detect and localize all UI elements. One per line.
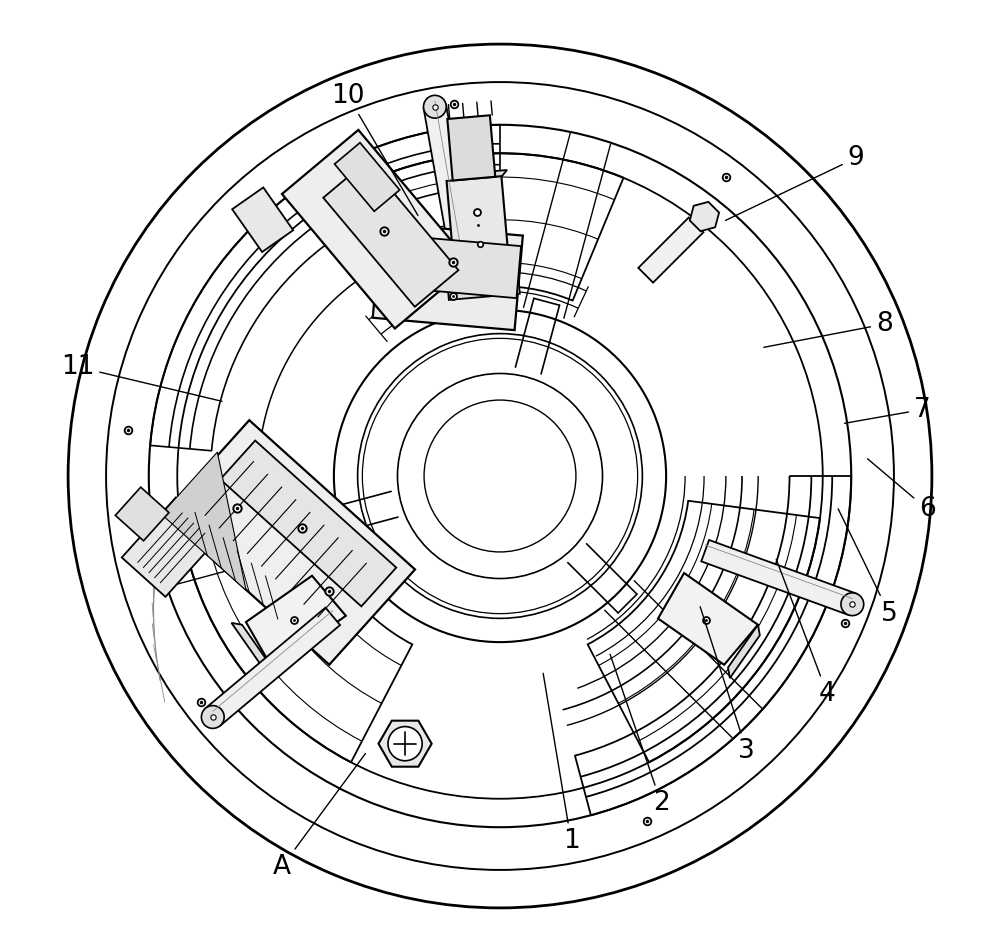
Text: 5: 5 xyxy=(838,509,898,626)
Polygon shape xyxy=(282,129,471,328)
Polygon shape xyxy=(378,721,432,766)
Polygon shape xyxy=(220,441,396,606)
Text: 10: 10 xyxy=(331,84,418,215)
Polygon shape xyxy=(231,623,272,667)
Text: 9: 9 xyxy=(726,145,864,221)
Text: A: A xyxy=(273,754,365,880)
Polygon shape xyxy=(373,223,523,330)
Text: 7: 7 xyxy=(844,397,931,424)
Polygon shape xyxy=(335,143,400,211)
Polygon shape xyxy=(122,498,219,597)
Polygon shape xyxy=(232,188,293,252)
Polygon shape xyxy=(246,576,346,667)
Circle shape xyxy=(841,593,864,616)
Polygon shape xyxy=(701,540,856,615)
Polygon shape xyxy=(205,607,340,725)
Polygon shape xyxy=(690,202,719,231)
Polygon shape xyxy=(447,176,509,270)
Text: 11: 11 xyxy=(61,354,222,402)
Polygon shape xyxy=(115,487,169,541)
Polygon shape xyxy=(447,115,495,181)
Polygon shape xyxy=(728,625,760,678)
Text: 6: 6 xyxy=(868,459,936,523)
Polygon shape xyxy=(403,236,521,298)
Circle shape xyxy=(388,726,422,761)
Polygon shape xyxy=(323,161,458,307)
Polygon shape xyxy=(658,573,758,664)
Polygon shape xyxy=(448,170,507,183)
Text: 8: 8 xyxy=(764,311,893,347)
Polygon shape xyxy=(638,217,703,283)
Text: 4: 4 xyxy=(776,559,836,707)
Polygon shape xyxy=(161,452,246,590)
Polygon shape xyxy=(448,183,508,272)
Polygon shape xyxy=(164,420,415,664)
Text: 2: 2 xyxy=(610,654,670,817)
Circle shape xyxy=(201,705,224,728)
Polygon shape xyxy=(424,105,473,263)
Text: 1: 1 xyxy=(543,673,580,855)
Circle shape xyxy=(424,95,446,118)
Text: 3: 3 xyxy=(700,606,755,764)
Polygon shape xyxy=(446,266,520,300)
